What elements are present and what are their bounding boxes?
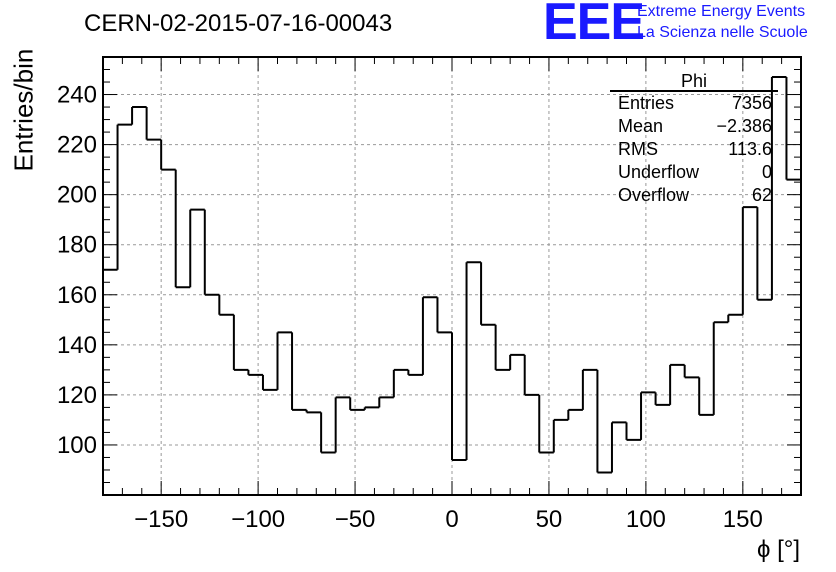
histogram-bin: [683, 364, 700, 379]
x-tick-label: 100: [626, 506, 666, 533]
histogram-bin: [116, 123, 133, 270]
histogram-bin: [727, 313, 743, 323]
histogram-bin: [349, 397, 365, 411]
histogram-bin: [712, 321, 729, 415]
histogram-bin: [160, 139, 176, 171]
histogram-bin: [421, 296, 438, 375]
stats-row: Underflow 0: [612, 161, 778, 184]
histogram-bin: [523, 354, 540, 396]
stats-value: 62: [751, 185, 772, 205]
y-tick-label: 180: [57, 232, 97, 259]
histogram-bin: [291, 332, 307, 411]
stats-title: Phi: [610, 70, 778, 92]
x-tick-label: −150: [134, 506, 188, 533]
stats-value: 113.6: [728, 139, 772, 159]
histogram-bin: [276, 331, 293, 390]
histogram-bin: [480, 262, 496, 326]
stats-label: Underflow: [618, 162, 700, 182]
plot-frame: [102, 56, 802, 496]
x-tick-label: 50: [536, 506, 563, 533]
histogram-bin: [698, 377, 714, 416]
histogram-bin: [378, 396, 394, 408]
y-tick-label: 200: [57, 182, 97, 209]
stats-value: 0: [761, 162, 772, 182]
x-tick-label: −100: [231, 506, 285, 533]
histogram-bin: [451, 332, 467, 461]
histogram-bin: [189, 208, 205, 288]
histogram-bin: [567, 408, 583, 420]
histogram-bin: [654, 392, 671, 406]
y-tick-label: 160: [57, 282, 97, 309]
histogram-bin: [436, 297, 452, 334]
histogram-bin: [625, 422, 642, 441]
x-tick-label: 0: [445, 506, 458, 533]
logo-subtitle-line2: La Scienza nelle Scuole: [637, 24, 808, 41]
histogram-bin: [334, 396, 351, 453]
logo-subtitle-line1: Extreme Energy Events: [637, 3, 806, 20]
eee-logo: EEE: [543, 0, 645, 51]
histogram-bin: [247, 369, 263, 376]
x-tick-label: −50: [335, 506, 376, 533]
stats-row: Mean −2.386: [612, 115, 778, 138]
histogram-bin: [538, 394, 554, 454]
histogram-bin: [145, 107, 162, 141]
stats-row: Entries 7356: [612, 92, 778, 115]
y-tick-label: 140: [57, 332, 97, 359]
y-axis-label: Entries/bin: [8, 48, 39, 172]
histogram-bin: [756, 207, 772, 301]
stats-value: −2.386: [716, 116, 772, 136]
histogram-bin: [131, 106, 147, 125]
stats-label: Mean: [618, 116, 664, 136]
histogram-bin: [232, 314, 249, 371]
histogram-bin: [465, 261, 482, 460]
histogram-bin: [363, 406, 380, 410]
stats-row: RMS 113.6: [612, 138, 778, 161]
histogram-bin: [218, 294, 234, 316]
histogram-bin: [494, 324, 511, 371]
histogram-bin: [392, 368, 409, 398]
histogram-bin: [203, 209, 220, 296]
histogram-bin: [261, 374, 278, 391]
y-tick-label: 220: [57, 132, 97, 159]
histogram-bin: [785, 77, 801, 181]
y-tick-label: 100: [57, 432, 97, 459]
histogram-bin: [640, 391, 656, 440]
stats-value: 7356: [731, 93, 772, 113]
y-tick-label: 120: [57, 382, 97, 409]
chart-title: CERN-02-2015-07-16-00043: [84, 10, 393, 37]
histogram-bin: [596, 369, 612, 474]
x-tick-label: 150: [723, 506, 763, 533]
histogram-bin: [552, 418, 569, 453]
x-axis-label: ϕ [°]: [756, 536, 800, 563]
stats-row: Overflow 62: [612, 184, 778, 207]
histogram-bin: [305, 409, 322, 414]
stats-label: Overflow: [618, 185, 690, 205]
histogram-bin: [669, 363, 685, 405]
stats-box: Phi Entries 7356 Mean −2.386 RMS 113.6 U…: [610, 70, 778, 207]
histogram-bin: [581, 368, 598, 410]
stats-label: RMS: [618, 139, 658, 159]
histogram-bin: [174, 169, 191, 289]
histogram-bin: [320, 412, 336, 454]
y-tick-label: 240: [57, 82, 97, 109]
stats-label: Entries: [618, 93, 675, 113]
histogram-bin: [770, 76, 787, 300]
histogram-bin: [509, 353, 525, 370]
histogram-bin: [741, 206, 758, 315]
histogram-bin: [610, 421, 627, 473]
histogram-bin: [407, 369, 423, 376]
